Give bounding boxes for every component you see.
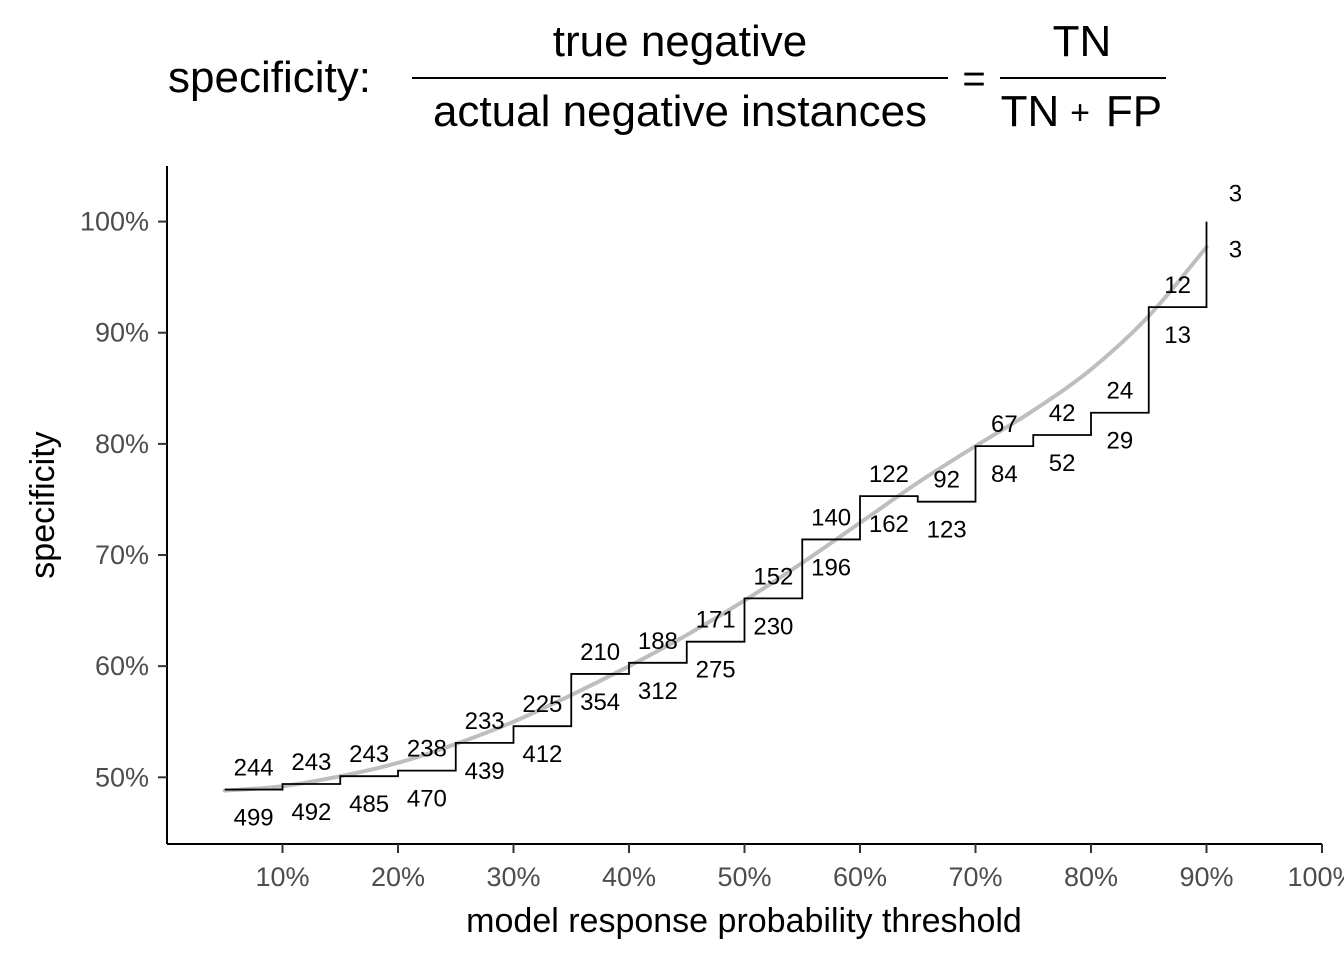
y-tick-label: 50% [95,762,149,792]
x-tick-label: 90% [1179,862,1233,892]
y-axis-title: specificity [24,431,62,578]
smooth-trend-line [222,245,1209,793]
x-tick-label: 80% [1064,862,1118,892]
tn-count-label: 210 [580,639,620,666]
x-tick-label: 50% [717,862,771,892]
tn-count-label: 171 [696,607,736,634]
tn-count-label: 42 [1049,400,1076,427]
negative-total-label: 230 [753,613,793,640]
negative-total-label: 123 [927,517,967,544]
x-tick-label: 30% [486,862,540,892]
title-rhs-denominator-right: FP [1106,87,1162,136]
title-denominator: actual negative instances [433,87,927,136]
negative-total-label: 3 [1229,237,1242,264]
x-tick-label: 100% [1287,862,1344,892]
chart-title: specificity: true negative actual negati… [168,17,1166,136]
negative-total-label: 196 [811,554,851,581]
negative-total-label: 485 [349,791,389,818]
y-tick-label: 100% [80,207,149,237]
tn-count-label: 244 [234,755,274,782]
tn-count-label: 3 [1229,181,1242,208]
negative-total-label: 162 [869,511,909,538]
tn-count-label: 140 [811,504,851,531]
tn-count-label: 233 [465,708,505,735]
title-numerator: true negative [553,17,807,66]
data-labels: 2444992434922434852384702334392254122103… [234,181,1242,832]
title-rhs-denominator-left: TN [1001,87,1060,136]
negative-total-label: 84 [991,461,1018,488]
negative-total-label: 492 [291,799,331,826]
tn-count-label: 92 [933,467,960,494]
y-tick-label: 80% [95,429,149,459]
negative-total-label: 354 [580,689,620,716]
negative-total-label: 13 [1164,322,1191,349]
negative-total-label: 499 [234,805,274,832]
negative-total-label: 29 [1107,428,1134,455]
x-tick-label: 40% [602,862,656,892]
x-axis-ticks: 10% 20% 30% 40% 50% 60% 70% 80% 90% 100% [255,844,1344,892]
tn-count-label: 188 [638,628,678,655]
specificity-step-line [224,221,1208,791]
negative-total-label: 275 [696,657,736,684]
tn-count-label: 152 [753,563,793,590]
x-tick-label: 70% [948,862,1002,892]
y-tick-label: 60% [95,651,149,681]
tn-count-label: 67 [991,411,1018,438]
negative-total-label: 312 [638,678,678,705]
tn-count-label: 238 [407,736,447,763]
tn-count-label: 12 [1164,272,1191,299]
title-equals: = [962,57,985,101]
x-tick-label: 60% [833,862,887,892]
negative-total-label: 439 [465,758,505,785]
axes [166,166,1322,845]
tn-count-label: 225 [522,691,562,718]
tn-count-label: 24 [1107,378,1134,405]
negative-total-label: 470 [407,786,447,813]
negative-total-label: 412 [522,741,562,768]
x-axis-title: model response probability threshold [466,902,1022,940]
title-rhs-numerator: TN [1053,17,1112,66]
x-tick-label: 20% [371,862,425,892]
tn-count-label: 122 [869,461,909,488]
title-rhs-plus: + [1070,94,1090,132]
y-tick-label: 90% [95,318,149,348]
negative-total-label: 52 [1049,450,1076,477]
tn-count-label: 243 [291,749,331,776]
x-tick-label: 10% [255,862,309,892]
tn-count-label: 243 [349,741,389,768]
y-axis-ticks: 50% 60% 70% 80% 90% 100% [80,207,167,792]
y-tick-label: 70% [95,540,149,570]
title-prefix: specificity: [168,53,371,102]
